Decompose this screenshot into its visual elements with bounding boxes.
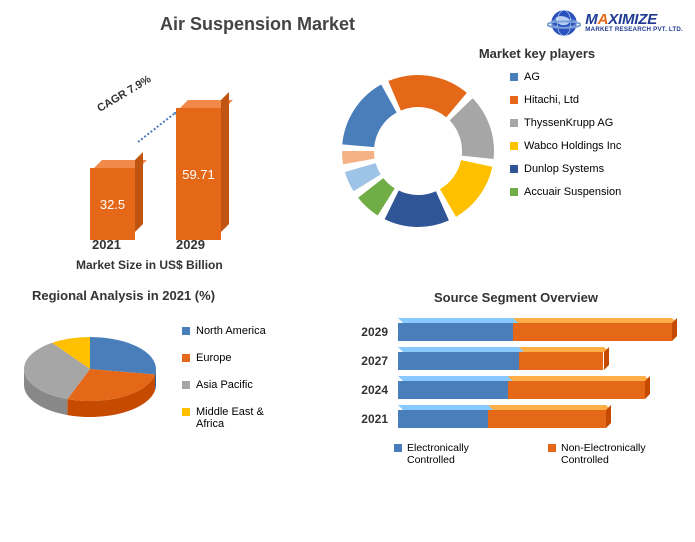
legend-item: Non-Electronically Controlled <box>548 442 668 466</box>
source-segment-bars: 2029 2027 2024 2021 <box>344 323 688 428</box>
legend-label: Dunlop Systems <box>524 163 604 175</box>
legend-swatch <box>182 381 190 389</box>
legend-swatch <box>510 188 518 196</box>
legend-swatch <box>510 96 518 104</box>
key-players-title: Market key players <box>388 46 686 61</box>
bar-segment-nonelec <box>513 323 672 341</box>
page-title: Air Suspension Market <box>160 14 355 35</box>
legend-item: Asia Pacific <box>182 379 282 391</box>
donut-slice <box>440 160 492 217</box>
legend-swatch <box>394 444 402 452</box>
regional-pie-chart <box>8 319 172 469</box>
key-players-donut-chart <box>334 67 502 235</box>
bar-segment-nonelec <box>508 381 645 399</box>
stacked-bar <box>398 381 645 399</box>
market-size-bar-2021: 32.5 <box>90 160 135 232</box>
bar-segment-elec <box>398 352 519 370</box>
row-year: 2027 <box>354 354 388 368</box>
source-segment-legend: Electronically Controlled Non-Electronica… <box>344 428 688 466</box>
row-year: 2021 <box>354 412 388 426</box>
market-size-bars: 32.5 59.71 <box>90 92 240 232</box>
legend-item: Accuair Suspension <box>510 186 621 198</box>
legend-item: Europe <box>182 352 282 364</box>
source-segment-row: 2021 <box>354 410 688 428</box>
legend-label: Hitachi, Ltd <box>524 94 579 106</box>
bar-value: 32.5 <box>100 197 125 212</box>
legend-swatch <box>510 142 518 150</box>
bar-value: 59.71 <box>182 167 215 182</box>
legend-swatch <box>510 119 518 127</box>
legend-label: Middle East & Africa <box>196 406 282 430</box>
regional-title: Regional Analysis in 2021 (%) <box>32 288 328 303</box>
legend-swatch <box>510 165 518 173</box>
source-segment-title: Source Segment Overview <box>344 290 688 305</box>
legend-swatch <box>510 73 518 81</box>
legend-swatch <box>182 408 190 416</box>
bar-segment-elec <box>398 410 488 428</box>
legend-item: AG <box>510 71 621 83</box>
source-segment-row: 2024 <box>354 381 688 399</box>
key-players-section: Market key players AG Hitachi, Ltd Thyssen… <box>356 46 686 256</box>
row-year: 2024 <box>354 383 388 397</box>
legend-item: Hitachi, Ltd <box>510 94 621 106</box>
legend-item: Electronically Controlled <box>394 442 514 466</box>
globe-icon <box>547 6 581 40</box>
bar-segment-elec <box>398 381 508 399</box>
legend-label: Asia Pacific <box>196 379 253 391</box>
legend-item: Middle East & Africa <box>182 406 282 430</box>
legend-label: Accuair Suspension <box>524 186 621 198</box>
bar-segment-nonelec <box>488 410 606 428</box>
donut-slice <box>388 75 467 117</box>
legend-item: North America <box>182 325 282 337</box>
market-size-chart: CAGR 7.9% 32.5 59.71 2021 2029 Market Si… <box>36 52 266 272</box>
legend-swatch <box>548 444 556 452</box>
donut-slice <box>342 85 396 148</box>
legend-label: ThyssenKrupp AG <box>524 117 613 129</box>
donut-slice <box>342 151 375 164</box>
legend-swatch <box>182 354 190 362</box>
brand-logo: MAXIMIZE MARKET RESEARCH PVT. LTD. <box>547 6 683 40</box>
market-size-year: 2029 <box>176 237 205 252</box>
legend-item: Wabco Holdings Inc <box>510 140 621 152</box>
logo-text: MAXIMIZE <box>585 12 683 27</box>
regional-section: Regional Analysis in 2021 (%) North Amer… <box>8 288 328 518</box>
stacked-bar <box>398 410 606 428</box>
legend-swatch <box>182 327 190 335</box>
source-segment-section: Source Segment Overview 2029 2027 2024 2021… <box>344 290 688 530</box>
donut-slice <box>450 98 494 159</box>
legend-item: ThyssenKrupp AG <box>510 117 621 129</box>
logo-subtitle: MARKET RESEARCH PVT. LTD. <box>585 27 683 33</box>
bar-segment-elec <box>398 323 513 341</box>
legend-label: AG <box>524 71 540 83</box>
row-year: 2029 <box>354 325 388 339</box>
legend-label: Europe <box>196 352 231 364</box>
regional-legend: North America Europe Asia Pacific Middle Ea… <box>182 319 282 469</box>
legend-label: North America <box>196 325 266 337</box>
legend-label: Wabco Holdings Inc <box>524 140 621 152</box>
bar-segment-nonelec <box>519 352 604 370</box>
legend-label: Electronically Controlled <box>407 442 514 466</box>
key-players-legend: AG Hitachi, Ltd ThyssenKrupp AG Wabco Holdi… <box>510 67 621 235</box>
pie-slice <box>90 337 156 375</box>
legend-label: Non-Electronically Controlled <box>561 442 668 466</box>
stacked-bar <box>398 323 672 341</box>
market-size-bar-2029: 59.71 <box>176 100 221 232</box>
donut-slice <box>385 191 449 227</box>
source-segment-row: 2029 <box>354 323 688 341</box>
market-size-year: 2021 <box>92 237 121 252</box>
source-segment-row: 2027 <box>354 352 688 370</box>
legend-item: Dunlop Systems <box>510 163 621 175</box>
stacked-bar <box>398 352 604 370</box>
market-size-caption: Market Size in US$ Billion <box>76 258 223 272</box>
